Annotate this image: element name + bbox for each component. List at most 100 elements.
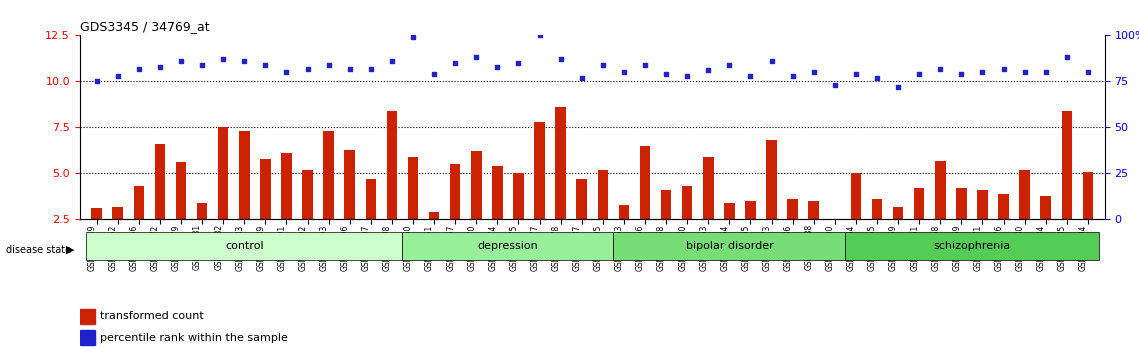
Bar xyxy=(767,140,777,266)
Point xyxy=(531,33,549,38)
Point xyxy=(1079,69,1097,75)
Bar xyxy=(829,219,841,266)
Bar xyxy=(893,207,903,266)
Text: GDS3345 / 34769_at: GDS3345 / 34769_at xyxy=(80,20,210,33)
Bar xyxy=(514,173,524,266)
Bar xyxy=(1062,111,1072,266)
FancyBboxPatch shape xyxy=(845,232,1098,261)
Point xyxy=(678,73,696,79)
Point xyxy=(974,69,992,75)
Bar xyxy=(386,111,398,266)
Bar xyxy=(1041,195,1051,266)
Point xyxy=(172,58,190,64)
Point xyxy=(846,71,865,77)
Bar xyxy=(80,330,95,345)
Bar xyxy=(935,161,945,266)
Bar xyxy=(556,107,566,266)
Point xyxy=(551,57,570,62)
Point xyxy=(320,62,338,68)
Point xyxy=(615,69,633,75)
Point xyxy=(108,73,126,79)
Point xyxy=(699,68,718,73)
Bar xyxy=(851,173,861,266)
Point xyxy=(804,69,822,75)
Point xyxy=(1016,69,1034,75)
Point xyxy=(214,57,232,62)
Bar xyxy=(598,170,608,266)
Point xyxy=(88,79,106,84)
Point xyxy=(994,66,1013,72)
Bar xyxy=(175,162,187,266)
Bar xyxy=(323,131,334,266)
Bar xyxy=(809,201,819,266)
Bar xyxy=(1083,172,1093,266)
Point xyxy=(1058,55,1076,60)
Bar xyxy=(703,157,713,266)
Bar xyxy=(576,179,587,266)
Bar xyxy=(408,157,418,266)
Point xyxy=(784,73,802,79)
Bar xyxy=(450,164,460,266)
Point xyxy=(910,71,928,77)
Bar xyxy=(618,205,629,266)
Bar xyxy=(366,179,376,266)
Point xyxy=(425,71,443,77)
Point xyxy=(446,60,465,66)
Point xyxy=(720,62,738,68)
Bar xyxy=(281,153,292,266)
Bar xyxy=(745,201,756,266)
Point xyxy=(235,58,253,64)
Bar xyxy=(534,122,544,266)
Bar xyxy=(956,188,967,266)
Bar xyxy=(871,199,883,266)
Text: disease state: disease state xyxy=(6,245,71,255)
Bar xyxy=(133,186,144,266)
Point xyxy=(762,58,780,64)
Point xyxy=(362,66,380,72)
Point xyxy=(150,64,169,69)
Point xyxy=(868,75,886,81)
Text: ▶: ▶ xyxy=(66,245,74,255)
Text: control: control xyxy=(224,241,263,251)
Bar xyxy=(998,194,1009,266)
Bar xyxy=(113,207,123,266)
Point xyxy=(573,75,591,81)
Point xyxy=(509,60,527,66)
Bar xyxy=(428,212,440,266)
Bar xyxy=(724,203,735,266)
Bar xyxy=(1019,170,1030,266)
Point xyxy=(192,62,211,68)
Point xyxy=(826,82,844,88)
Point xyxy=(593,62,612,68)
Point xyxy=(256,62,274,68)
Point xyxy=(636,62,654,68)
Bar xyxy=(977,190,988,266)
Point xyxy=(467,55,485,60)
Bar xyxy=(913,188,925,266)
Text: depression: depression xyxy=(477,241,539,251)
Point xyxy=(657,71,675,77)
Point xyxy=(741,73,760,79)
Text: bipolar disorder: bipolar disorder xyxy=(686,241,773,251)
Bar xyxy=(197,203,207,266)
Bar xyxy=(260,159,271,266)
Point xyxy=(1036,69,1055,75)
Text: schizophrenia: schizophrenia xyxy=(933,241,1010,251)
Bar xyxy=(787,199,798,266)
Bar xyxy=(640,146,650,266)
Bar xyxy=(91,209,101,266)
Bar xyxy=(239,131,249,266)
Text: percentile rank within the sample: percentile rank within the sample xyxy=(100,332,288,343)
Bar xyxy=(155,144,165,266)
Bar xyxy=(80,309,95,324)
Point xyxy=(890,84,908,90)
Bar xyxy=(682,186,693,266)
Text: transformed count: transformed count xyxy=(100,311,204,321)
Point xyxy=(383,58,401,64)
Bar xyxy=(492,166,502,266)
Bar xyxy=(218,127,229,266)
Point xyxy=(277,69,295,75)
Point xyxy=(932,66,950,72)
FancyBboxPatch shape xyxy=(87,232,402,261)
Bar xyxy=(661,190,671,266)
